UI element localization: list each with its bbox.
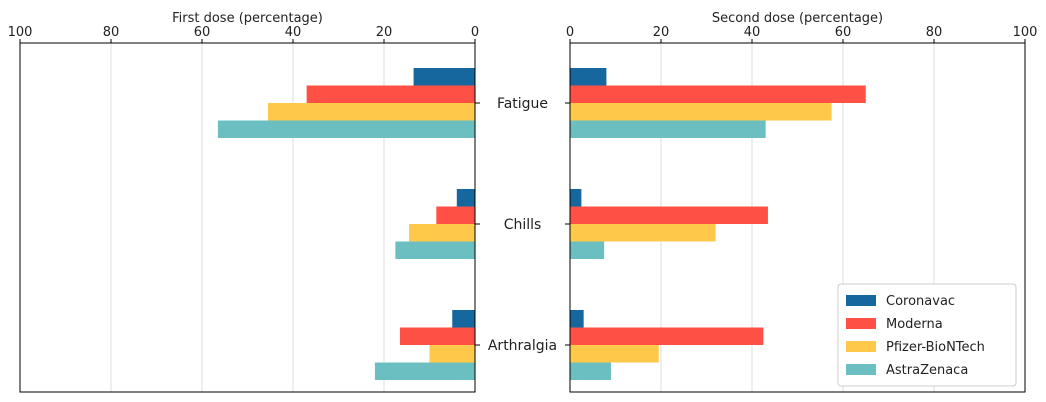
left-tick-label: 0 [471,25,479,40]
category-label: Arthralgia [488,338,557,354]
category-label: Fatigue [497,96,548,112]
legend-swatch [846,364,876,375]
second-dose-bar-astrazenaca [570,241,605,259]
second-dose-bar-coronavac [570,310,584,328]
second-dose-panel: Second dose (percentage) 0 20 40 60 80 100 [565,11,1038,393]
legend: Coronavac Moderna Pfizer-BioNTech AstraZena… [837,283,1017,387]
category-label: Chills [504,217,542,233]
first-dose-bar-astrazenaca [395,241,475,259]
left-tick-label: 40 [285,25,302,40]
first-dose-bar-pfizer-biontech [409,224,475,242]
second-dose-bar-coronavac [570,68,607,86]
right-tick-label: 20 [653,25,670,40]
second-dose-bar-moderna [570,327,764,345]
right-tick-label: 40 [744,25,761,40]
first-dose-bar-moderna [399,327,475,345]
first-dose-panel: First dose (percentage) 100 80 60 40 20 0 [8,11,480,393]
legend-swatch [846,341,876,352]
first-dose-bar-pfizer-biontech [429,345,475,363]
legend-swatch [846,295,876,306]
right-tick-label: 80 [926,25,943,40]
right-tick-label: 100 [1013,25,1038,40]
left-tick-label: 60 [194,25,211,40]
first-dose-bar-coronavac [456,189,475,207]
first-dose-bar-moderna [306,85,475,103]
legend-swatch [846,318,876,329]
legend-label: Moderna [886,317,943,332]
second-dose-bar-pfizer-biontech [570,224,716,242]
right-tick-label: 0 [566,25,574,40]
left-tick-label: 20 [376,25,393,40]
second-dose-bar-moderna [570,206,768,224]
first-dose-bar-pfizer-biontech [267,103,475,121]
second-dose-bar-pfizer-biontech [570,345,659,363]
left-tick-label: 100 [8,25,33,40]
first-dose-bar-astrazenaca [374,362,475,380]
second-dose-bar-pfizer-biontech [570,103,832,121]
first-dose-bar-moderna [436,206,475,224]
right-tick-label: 60 [835,25,852,40]
legend-label: AstraZenaca [886,363,968,378]
second-dose-axis-title: Second dose (percentage) [712,11,883,26]
legend-label: Coronavac [886,294,955,309]
second-dose-bar-astrazenaca [570,362,611,380]
left-tick-label: 80 [103,25,120,40]
first-dose-plot-frame [19,42,476,393]
first-dose-bar-coronavac [452,310,475,328]
category-labels: Fatigue Chills Arthralgia [488,96,557,354]
second-dose-bar-astrazenaca [570,120,766,138]
second-dose-bar-coronavac [570,189,582,207]
second-dose-plot-frame [569,42,1026,393]
first-dose-bar-astrazenaca [217,120,476,138]
first-dose-bar-coronavac [413,68,475,86]
second-dose-bar-moderna [570,85,866,103]
legend-box [837,283,1017,387]
first-dose-axis-title: First dose (percentage) [172,11,323,26]
legend-label: Pfizer-BioNTech [886,340,985,355]
